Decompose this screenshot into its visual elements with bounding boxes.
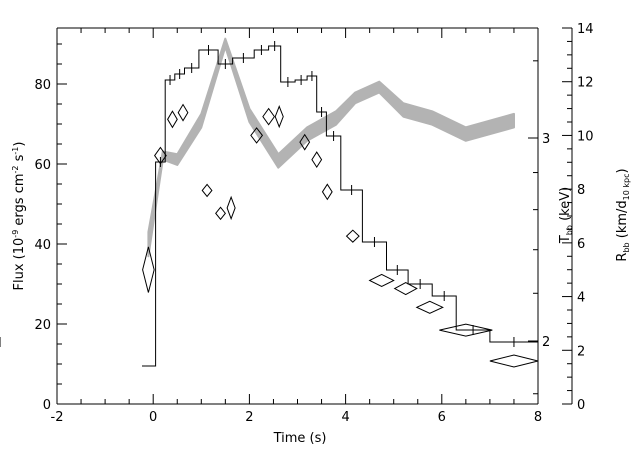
y-right-inner-tick-label: 2 <box>542 335 550 350</box>
temperature-diamond-point <box>393 281 418 296</box>
y-right-outer-tick-label: 0 <box>577 398 585 413</box>
y-left-tick-label: 60 <box>34 158 51 173</box>
x-tick-label: -2 <box>51 410 64 425</box>
diamond-layer <box>142 103 539 368</box>
y-right-outer-tick-label: 6 <box>577 237 585 252</box>
y-right-outer-tick-label: 10 <box>577 129 594 144</box>
y-axis-right-inner-title-sub: bb <box>565 225 574 235</box>
y-axis-right-outer-title-main: R <box>615 253 630 262</box>
y-axis-left-title: Flux (10-9 ergs cm-2 s-1) <box>11 142 27 291</box>
temperature-diamond-point <box>368 273 395 288</box>
y-axis-right-outer-title: Rbb (km/d10 kpc) <box>615 168 631 261</box>
x-tick-label: 0 <box>149 410 157 425</box>
y-axis-left-title-end: ) <box>12 142 27 147</box>
y-right-outer-tick-label: 4 <box>577 291 585 306</box>
y-axis-left-title-mid: ergs cm <box>12 173 27 229</box>
y-axis-right-outer-title-mid: (km/d <box>615 200 630 242</box>
x-tick-label: 4 <box>341 410 349 425</box>
temperature-diamond-point <box>311 151 323 169</box>
y-right-outer-tick-label: 2 <box>577 344 585 359</box>
y-axis-left-title-sup3: -1 <box>11 147 20 155</box>
band-layer <box>147 37 515 258</box>
temperature-diamond-point <box>439 323 493 337</box>
y-left-tick-label: 20 <box>34 318 51 333</box>
temperature-diamond-point <box>154 146 167 165</box>
y-axis-left-title-sup2: -2 <box>11 166 20 174</box>
y-right-outer-tick-label: 12 <box>577 76 594 91</box>
temperature-diamond-point <box>250 127 264 144</box>
y-right-outer-tick-label: 14 <box>577 22 594 37</box>
temperature-diamond-point <box>321 183 333 201</box>
y-right-outer-tick-label: 8 <box>577 183 585 198</box>
temperature-diamond-point <box>167 110 178 129</box>
x-tick-label: 8 <box>534 410 542 425</box>
flux-step-line <box>146 45 538 367</box>
y-left-tick-label: 40 <box>34 238 51 253</box>
y-axis-right-inner-title-main: T <box>558 235 573 244</box>
y-left-tick-label: 0 <box>43 398 51 413</box>
temperature-diamond-point <box>415 300 444 314</box>
step-layer <box>0 41 538 367</box>
y-axis-right-inner-title-end: (keV) <box>558 187 573 225</box>
labels-layer: Time (s) Flux (10-9 ergs cm-2 s-1) Tbb (… <box>11 142 631 446</box>
temperature-diamond-point <box>201 183 213 198</box>
y-right-inner-tick-label: 3 <box>542 132 550 147</box>
y-left-tick-label: 80 <box>34 78 51 93</box>
x-axis-title: Time (s) <box>273 431 327 446</box>
x-tick-label: 2 <box>245 410 253 425</box>
temperature-diamond-point <box>226 195 236 221</box>
y-axis-left-title-sup1: -9 <box>11 230 20 238</box>
temperature-diamond-point <box>345 229 360 243</box>
y-axis-right-outer-title-sub2: 10 kpc <box>622 174 631 201</box>
x-tick-label: 6 <box>438 410 446 425</box>
temperature-diamond-point <box>262 107 276 126</box>
temperature-diamond-point <box>274 105 284 129</box>
y-axis-left-title-mid2: s <box>12 154 27 165</box>
temperature-diamond-point <box>215 206 226 221</box>
temperature-diamond-point <box>299 133 311 151</box>
temperature-diamond-point <box>142 246 155 293</box>
radius-band <box>147 37 515 258</box>
temperature-diamond-point <box>177 103 189 122</box>
y-axis-right-inner-title: Tbb (keV) <box>558 187 574 244</box>
y-axis-left-title-main: Flux (10 <box>12 238 27 291</box>
y-axis-right-outer-title-end: ) <box>615 168 630 173</box>
y-axis-right-outer-title-sub: bb <box>622 242 631 252</box>
